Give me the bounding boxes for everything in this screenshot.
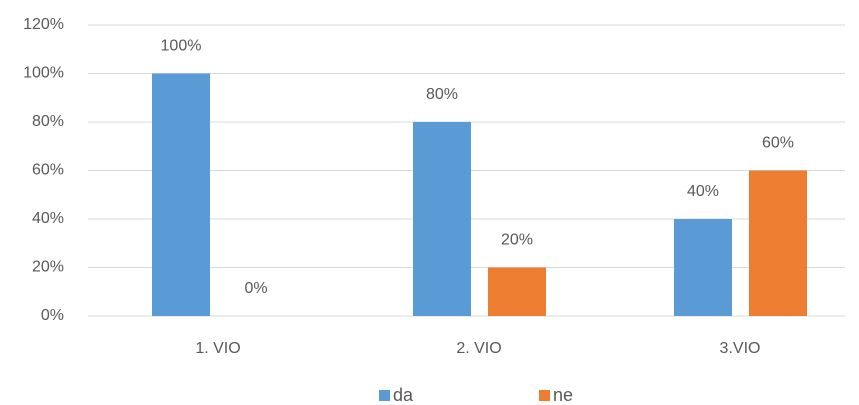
- legend-label: ne: [553, 385, 573, 405]
- data-label: 40%: [687, 183, 719, 200]
- y-tick-label: 80%: [32, 113, 64, 130]
- data-label: 60%: [762, 135, 794, 152]
- y-tick-label: 120%: [23, 16, 64, 33]
- legend-swatch: [539, 390, 550, 401]
- y-tick-label: 20%: [32, 259, 64, 276]
- y-tick-label: 100%: [23, 65, 64, 82]
- y-tick-label: 60%: [32, 162, 64, 179]
- bar: [152, 73, 210, 316]
- bar: [413, 122, 471, 316]
- data-label: 20%: [501, 232, 533, 249]
- bar: [488, 267, 546, 316]
- bar: [674, 219, 732, 316]
- data-label: 100%: [161, 38, 202, 55]
- y-tick-label: 0%: [41, 307, 64, 324]
- data-label: 0%: [244, 280, 267, 297]
- legend-label: da: [393, 385, 414, 405]
- x-tick-label: 1. VIO: [195, 340, 240, 357]
- legend-swatch: [379, 390, 390, 401]
- y-tick-label: 40%: [32, 210, 64, 227]
- x-tick-label: 3.VIO: [720, 340, 761, 357]
- bar: [749, 170, 807, 316]
- x-tick-label: 2. VIO: [456, 340, 501, 357]
- data-label: 80%: [426, 86, 458, 103]
